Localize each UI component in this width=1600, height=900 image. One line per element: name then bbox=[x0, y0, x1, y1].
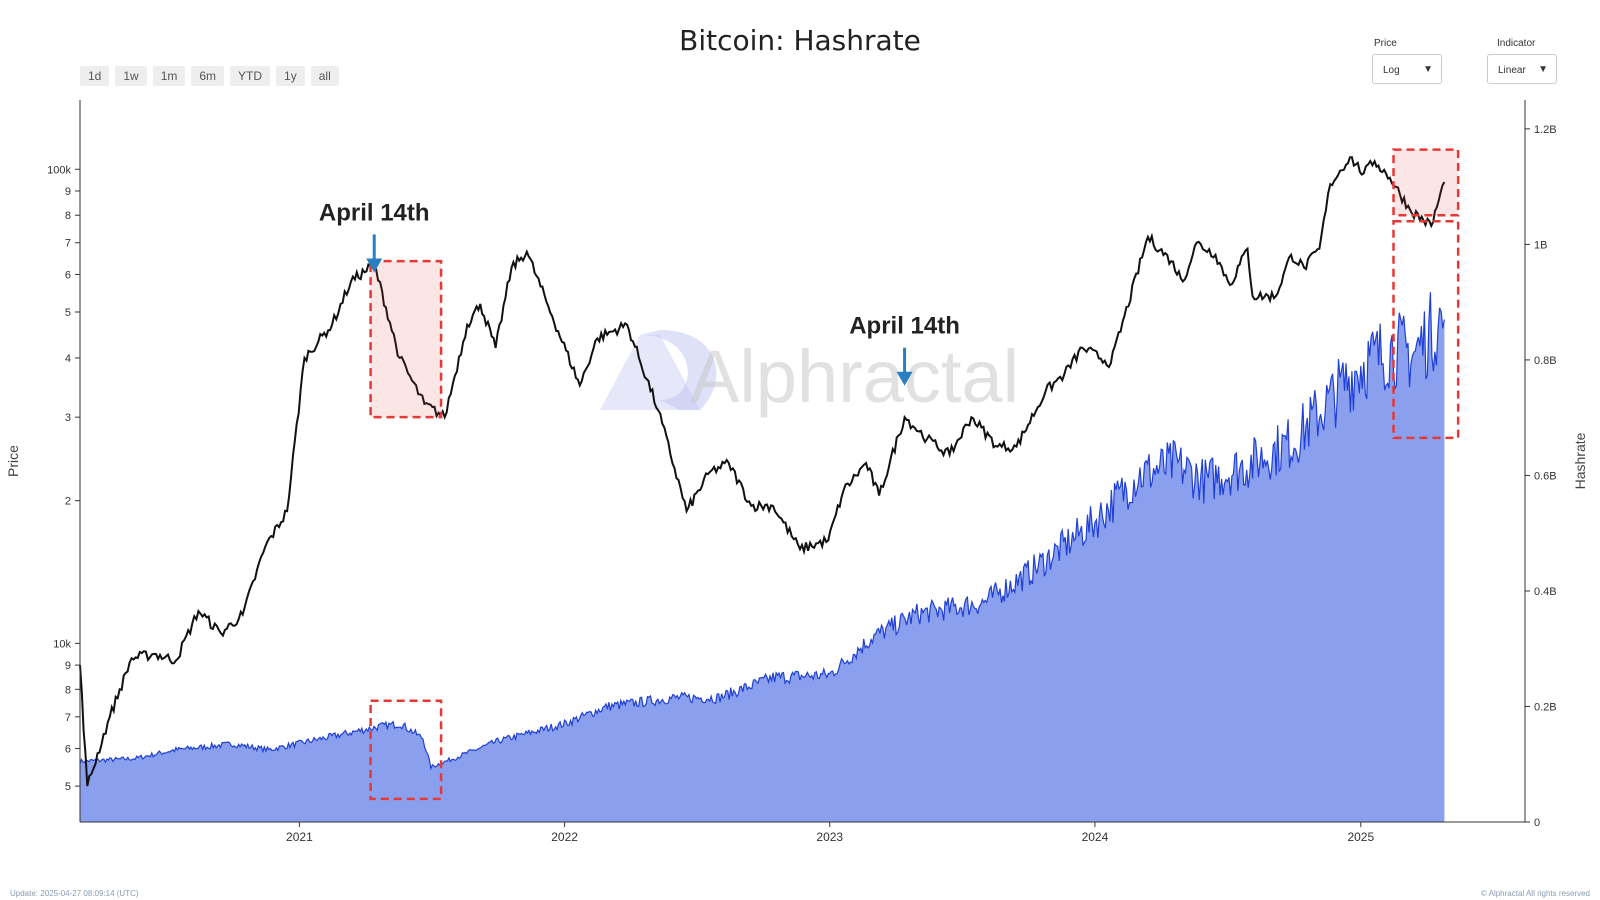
y-left-tick-label: 3 bbox=[65, 412, 71, 424]
watermark-text: Alphractal bbox=[690, 335, 1019, 418]
y-right-tick-label: 0 bbox=[1534, 817, 1540, 829]
highlight-boxes bbox=[369, 148, 1460, 801]
y-right-tick-label: 0.8B bbox=[1534, 355, 1557, 367]
arrow-down-icon bbox=[366, 258, 383, 273]
annotation-label: April 14th bbox=[319, 199, 430, 226]
price-series bbox=[79, 156, 1446, 787]
chart-title: Bitcoin: Hashrate bbox=[679, 24, 921, 57]
highlight-box bbox=[1392, 220, 1460, 440]
x-tick-label: 2023 bbox=[816, 830, 843, 844]
chevron-down-icon: ▼ bbox=[1423, 64, 1433, 75]
y-right-tick-label: 1.2B bbox=[1534, 124, 1557, 136]
y-left-tick-label: 5 bbox=[65, 781, 71, 793]
indicator-scale-label: Indicator bbox=[1497, 38, 1536, 49]
annotation-label: April 14th bbox=[849, 313, 960, 340]
watermark-logo-right bbox=[640, 330, 717, 410]
y-left-tick-label: 10k bbox=[53, 638, 71, 650]
chevron-down-icon: ▼ bbox=[1538, 64, 1548, 75]
y-left-tick-label: 5 bbox=[65, 307, 71, 319]
x-tick-label: 2021 bbox=[286, 830, 313, 844]
y-left-tick-label: 9 bbox=[65, 660, 71, 672]
hashrate-line bbox=[79, 292, 1445, 771]
range-button-1d[interactable]: 1d bbox=[80, 66, 110, 86]
footer-update: Update: 2025-04-27 08:09:14 (UTC) bbox=[10, 889, 139, 898]
range-buttons: 1d 1w 1m 6m YTD 1y all bbox=[80, 66, 339, 86]
watermark-logo-left bbox=[600, 335, 700, 410]
footer-copyright: © Alphractal All rights reserved bbox=[1480, 889, 1590, 898]
y-right-tick-label: 0.4B bbox=[1534, 586, 1557, 598]
y-left-tick-label: 6 bbox=[65, 744, 71, 756]
price-scale-label: Price bbox=[1374, 38, 1397, 49]
range-button-1w[interactable]: 1w bbox=[115, 66, 147, 86]
range-button-1m[interactable]: 1m bbox=[152, 66, 186, 86]
y-left-tick-label: 7 bbox=[65, 712, 71, 724]
y-right-tick-label: 0.6B bbox=[1534, 470, 1557, 482]
range-button-1y[interactable]: 1y bbox=[276, 66, 305, 86]
arrow-down-icon bbox=[896, 371, 913, 386]
highlight-box bbox=[369, 259, 443, 419]
range-button-6m[interactable]: 6m bbox=[191, 66, 225, 86]
y-axis-left-title: Price bbox=[5, 445, 21, 477]
price-scale-select[interactable]: Log ▼ bbox=[1372, 54, 1442, 84]
range-button-all[interactable]: all bbox=[310, 66, 339, 86]
axes: 5 6 7 8 9 10k 2 3 4 5 6 7 8 9 100k 0 0.2B 0.4B 0.6B 0.8B 1B 1… bbox=[5, 100, 1588, 844]
hashrate-area bbox=[80, 292, 1445, 822]
y-left-tick-label: 8 bbox=[65, 684, 71, 696]
highlight-box bbox=[1392, 148, 1460, 217]
indicator-scale-value: Linear bbox=[1498, 65, 1526, 76]
x-tick-label: 2022 bbox=[551, 830, 578, 844]
annotations: April 14th April 14th bbox=[319, 199, 960, 386]
y-left-tick-label: 2 bbox=[65, 496, 71, 508]
x-tick-label: 2024 bbox=[1082, 830, 1109, 844]
y-axis-right-title: Hashrate bbox=[1572, 432, 1588, 489]
y-left-tick-label: 7 bbox=[65, 238, 71, 250]
y-left-tick-label: 6 bbox=[65, 269, 71, 281]
price-line bbox=[79, 156, 1446, 787]
hashrate-series bbox=[79, 292, 1445, 822]
y-right-tick-label: 0.2B bbox=[1534, 701, 1557, 713]
y-left-tick-label: 4 bbox=[65, 353, 71, 365]
watermark: Alphractal bbox=[600, 330, 1019, 418]
price-scale-value: Log bbox=[1383, 65, 1400, 76]
range-button-ytd[interactable]: YTD bbox=[230, 66, 271, 86]
x-tick-label: 2025 bbox=[1347, 830, 1374, 844]
y-left-tick-label: 9 bbox=[65, 186, 71, 198]
y-left-tick-label: 100k bbox=[47, 164, 71, 176]
indicator-scale-select[interactable]: Linear ▼ bbox=[1487, 54, 1557, 84]
y-right-tick-label: 1B bbox=[1534, 239, 1547, 251]
highlight-box bbox=[369, 699, 443, 801]
y-left-tick-label: 8 bbox=[65, 210, 71, 222]
